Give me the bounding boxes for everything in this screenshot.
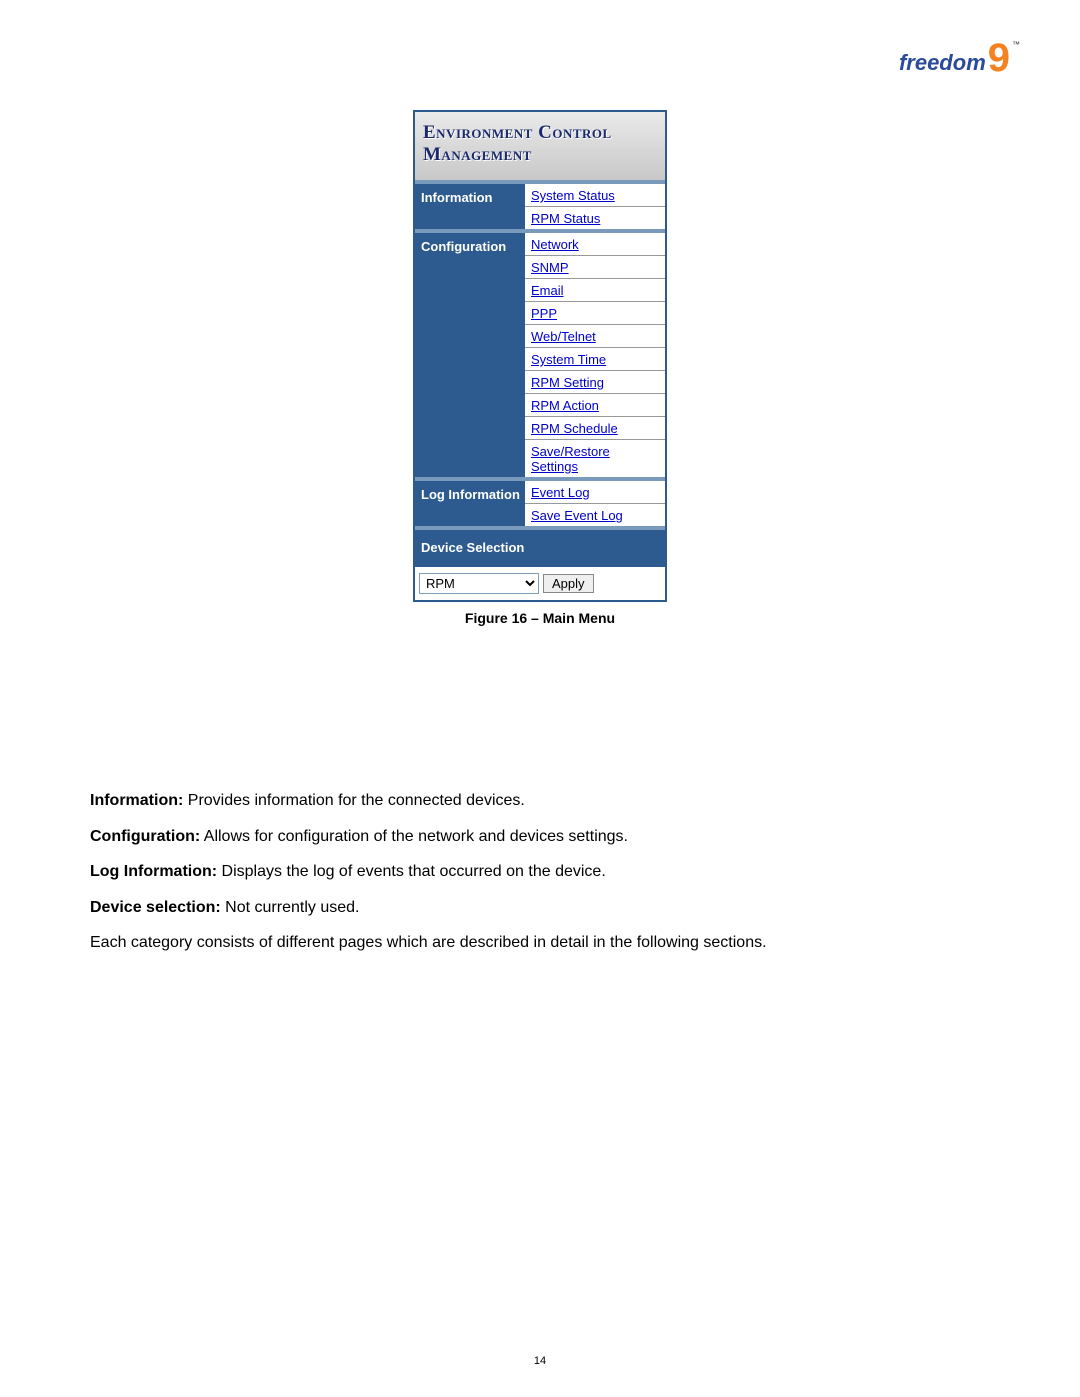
link-system-status[interactable]: System Status (525, 184, 665, 207)
section-information: Information System Status RPM Status (415, 180, 665, 229)
link-rpm-status[interactable]: RPM Status (525, 207, 665, 229)
page-number: 14 (0, 1355, 1080, 1367)
desc-configuration: Configuration: Allows for configuration … (90, 826, 990, 848)
menu-screenshot: Environment Control Management Informati… (413, 110, 667, 626)
section-log-information: Log Information Event Log Save Event Log (415, 477, 665, 526)
device-selection-controls: RPM Apply (415, 567, 665, 600)
logo-digit: 9 (988, 36, 1010, 81)
link-network[interactable]: Network (525, 233, 665, 256)
document-page: freedom 9 ™ Environment Control Manageme… (0, 0, 1080, 1397)
link-save-restore[interactable]: Save/Restore Settings (525, 440, 665, 477)
logo-trademark: ™ (1012, 40, 1020, 49)
desc-device-selection: Device selection: Not currently used. (90, 897, 990, 919)
link-rpm-setting[interactable]: RPM Setting (525, 371, 665, 394)
link-save-event-log[interactable]: Save Event Log (525, 504, 665, 526)
section-links-configuration: Network SNMP Email PPP Web/Telnet System… (525, 233, 665, 477)
brand-logo: freedom 9 ™ (899, 40, 1020, 85)
apply-button[interactable]: Apply (543, 574, 594, 593)
link-system-time[interactable]: System Time (525, 348, 665, 371)
device-selection-header: Device Selection (415, 526, 665, 567)
link-rpm-schedule[interactable]: RPM Schedule (525, 417, 665, 440)
link-ppp[interactable]: PPP (525, 302, 665, 325)
link-rpm-action[interactable]: RPM Action (525, 394, 665, 417)
link-web-telnet[interactable]: Web/Telnet (525, 325, 665, 348)
desc-footer: Each category consists of different page… (90, 932, 990, 954)
section-label-log: Log Information (415, 481, 525, 526)
desc-information: Information: Provides information for th… (90, 790, 990, 812)
logo-brand-text: freedom (899, 50, 986, 76)
section-label-configuration: Configuration (415, 233, 525, 477)
figure-caption: Figure 16 – Main Menu (413, 610, 667, 626)
menu-header: Environment Control Management (415, 112, 665, 180)
device-select[interactable]: RPM (419, 573, 539, 594)
link-event-log[interactable]: Event Log (525, 481, 665, 504)
section-links-information: System Status RPM Status (525, 184, 665, 229)
menu-title-line2: Management (423, 144, 657, 166)
description-block: Information: Provides information for th… (90, 790, 990, 968)
section-label-information: Information (415, 184, 525, 229)
link-snmp[interactable]: SNMP (525, 256, 665, 279)
section-links-log: Event Log Save Event Log (525, 481, 665, 526)
desc-log-information: Log Information: Displays the log of eve… (90, 861, 990, 883)
section-configuration: Configuration Network SNMP Email PPP Web… (415, 229, 665, 477)
link-email[interactable]: Email (525, 279, 665, 302)
menu-panel: Environment Control Management Informati… (413, 110, 667, 602)
menu-title-line1: Environment Control (423, 122, 657, 144)
